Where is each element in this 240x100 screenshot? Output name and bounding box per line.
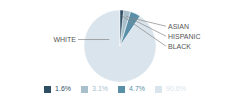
- html-text:3.1%: 3.1%: [92, 85, 108, 92]
- svg-text:HISPANIC: HISPANIC: [168, 33, 201, 40]
- svg-text:WHITE: WHITE: [53, 36, 76, 43]
- html-text:1.6%: 1.6%: [55, 85, 72, 92]
- svg-text:ASIAN: ASIAN: [168, 23, 189, 30]
- svg-text:BLACK: BLACK: [168, 43, 191, 50]
- html-text:4.7%: 4.7%: [129, 85, 145, 92]
- html-text:90.6%: 90.6%: [166, 85, 186, 92]
